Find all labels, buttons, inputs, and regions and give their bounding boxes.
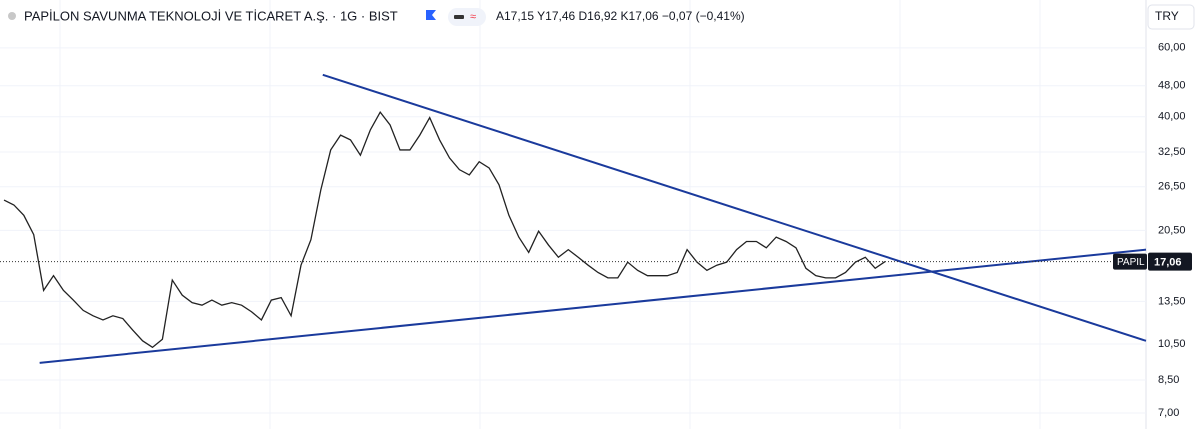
- y-tick-label: 13,50: [1158, 295, 1186, 307]
- trendline: [39, 248, 1147, 364]
- flag-icon[interactable]: [426, 10, 436, 20]
- y-tick-label: 20,50: [1158, 224, 1186, 236]
- trendline: [322, 73, 1147, 342]
- y-tick-label: 48,00: [1158, 80, 1186, 92]
- currency[interactable]: TRY: [1155, 9, 1179, 23]
- symbol-icon: [8, 12, 16, 20]
- symbol-title: PAPİLON SAVUNMA TEKNOLOJİ VE TİCARET A.Ş…: [24, 8, 398, 23]
- y-tick-label: 10,50: [1158, 338, 1186, 350]
- indicator-pill[interactable]: [448, 8, 486, 26]
- symbol-tag: [1113, 253, 1147, 270]
- pill-icon: ≈: [470, 11, 476, 23]
- y-tick-label: 7,00: [1158, 407, 1179, 419]
- price-line: [3, 110, 886, 349]
- price-tag-label: 17,06: [1154, 256, 1182, 268]
- y-tick-label: 26,50: [1158, 181, 1186, 193]
- y-tick-label: 32,50: [1158, 146, 1186, 158]
- y-tick-label: 8,50: [1158, 374, 1179, 386]
- pill-icon: [454, 15, 464, 19]
- y-tick-label: 40,00: [1158, 111, 1186, 123]
- symbol-tag-label: PAPIL: [1117, 257, 1145, 268]
- grid: [59, 0, 1041, 429]
- currency-button[interactable]: [1147, 4, 1195, 30]
- ohlc: A17,15 Y17,46 D16,92 K17,06 −0,07 (−0,41…: [496, 9, 745, 23]
- y-tick-label: 60,00: [1158, 42, 1186, 54]
- price-tag: [1148, 252, 1192, 271]
